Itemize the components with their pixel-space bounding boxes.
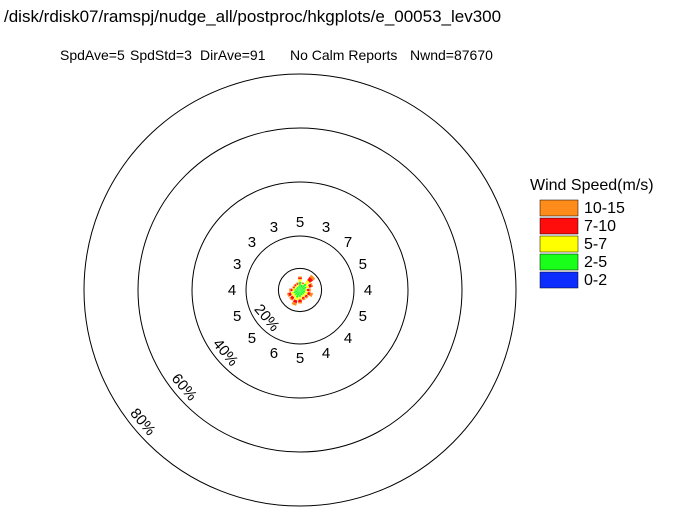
dir-label-337.5: 3 xyxy=(270,219,278,236)
dir-label-247.5: 5 xyxy=(233,308,241,325)
dir-label-67.5: 5 xyxy=(359,256,367,273)
legend-title: Wind Speed(m/s) xyxy=(530,177,654,194)
pct-label-60%: 60% xyxy=(168,370,200,404)
petal-0-5-7 xyxy=(298,279,301,282)
legend-label-0-2: 0-2 xyxy=(584,272,607,289)
stat-nwnd: Nwnd=87670 xyxy=(410,47,493,63)
wind-rose: 20%40%60%80%5375454456554333 xyxy=(84,74,516,506)
dir-label-180: 5 xyxy=(296,350,304,367)
petal-270-10-15 xyxy=(289,288,290,291)
dir-label-270: 4 xyxy=(228,282,236,299)
petal-180-5-7 xyxy=(299,297,302,300)
legend-swatch-7-10 xyxy=(540,218,578,234)
petal-90-7-10 xyxy=(307,289,310,292)
petal-180-10-15 xyxy=(298,302,302,303)
dir-label-315: 3 xyxy=(248,234,256,251)
legend-label-5-7: 5-7 xyxy=(584,236,607,253)
legend: Wind Speed(m/s) 10-15 7-10 5-7 2-5 0-2 xyxy=(530,177,654,289)
petal-0-7-10 xyxy=(298,278,302,280)
petal-90-10-15 xyxy=(309,288,310,291)
dir-label-202.5: 6 xyxy=(270,345,278,362)
dir-label-22.5: 3 xyxy=(322,219,330,236)
wind-rose-figure: /disk/rdisk07/ramspj/nudge_all/postproc/… xyxy=(0,0,685,526)
petal-270-7-10 xyxy=(291,289,293,292)
figure-path-title: /disk/rdisk07/ramspj/nudge_all/postproc/… xyxy=(4,7,501,26)
stat-dirave: DirAve=91 xyxy=(200,47,266,63)
petal-180-7-10 xyxy=(298,299,302,302)
stats-line: SpdAve=5 SpdStd=3 DirAve=91 No Calm Repo… xyxy=(60,47,493,63)
legend-swatch-5-7 xyxy=(540,236,578,252)
dir-label-157.5: 4 xyxy=(322,345,330,362)
legend-label-2-5: 2-5 xyxy=(584,254,607,271)
dir-label-0: 5 xyxy=(296,214,304,231)
legend-label-10-15: 10-15 xyxy=(584,200,625,217)
dir-label-135: 4 xyxy=(344,330,352,347)
legend-label-7-10: 7-10 xyxy=(584,218,616,235)
stat-spdstd: SpdStd=3 xyxy=(130,47,192,63)
legend-swatch-10-15 xyxy=(540,200,578,216)
stat-spdave: SpdAve=5 xyxy=(60,47,125,63)
dir-label-45: 7 xyxy=(344,234,352,251)
dir-label-292.5: 3 xyxy=(233,256,241,273)
legend-swatch-2-5 xyxy=(540,254,578,270)
dir-label-90: 4 xyxy=(364,282,372,299)
stat-calm: No Calm Reports xyxy=(290,47,397,63)
petal-90-5-7 xyxy=(305,289,306,291)
petal-0-10-15 xyxy=(298,276,302,277)
petal-270-5-7 xyxy=(292,289,294,291)
pct-label-40%: 40% xyxy=(209,336,241,370)
pct-label-80%: 80% xyxy=(126,405,158,439)
dir-label-112.5: 5 xyxy=(359,308,367,325)
legend-swatch-0-2 xyxy=(540,272,578,288)
dir-label-225: 5 xyxy=(248,330,256,347)
